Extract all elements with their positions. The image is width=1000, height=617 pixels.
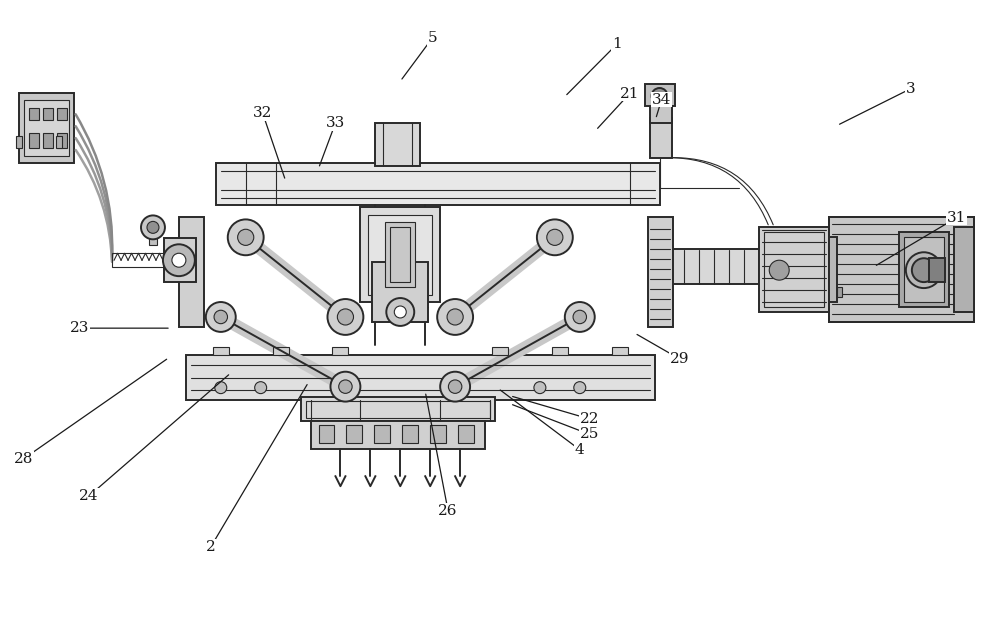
- Circle shape: [141, 215, 165, 239]
- Text: 26: 26: [438, 504, 458, 518]
- Bar: [375, 123, 420, 165]
- Bar: [273, 347, 289, 355]
- Circle shape: [906, 252, 942, 288]
- Bar: [552, 347, 568, 355]
- Bar: [216, 163, 660, 205]
- Text: 5: 5: [427, 31, 437, 45]
- Bar: [837, 287, 842, 297]
- Bar: [899, 233, 949, 307]
- Text: 22: 22: [580, 412, 600, 426]
- Bar: [306, 400, 490, 418]
- Circle shape: [447, 309, 463, 325]
- Circle shape: [437, 299, 473, 335]
- Bar: [179, 217, 204, 327]
- Bar: [385, 222, 415, 287]
- Bar: [29, 133, 39, 147]
- Circle shape: [573, 310, 587, 324]
- Text: 33: 33: [326, 116, 345, 130]
- Bar: [149, 233, 157, 246]
- Text: 34: 34: [652, 93, 671, 107]
- Bar: [112, 253, 182, 267]
- Circle shape: [215, 382, 227, 394]
- Bar: [650, 103, 672, 123]
- Circle shape: [214, 310, 228, 324]
- Circle shape: [534, 382, 546, 394]
- Bar: [19, 93, 74, 163]
- Bar: [655, 249, 759, 284]
- Bar: [372, 262, 428, 322]
- Circle shape: [440, 371, 470, 402]
- Bar: [43, 133, 53, 147]
- Circle shape: [386, 298, 414, 326]
- Bar: [612, 347, 628, 355]
- Bar: [368, 215, 432, 295]
- Text: 2: 2: [206, 540, 216, 554]
- Circle shape: [330, 371, 360, 402]
- Circle shape: [255, 382, 267, 394]
- Circle shape: [327, 299, 363, 335]
- Bar: [650, 118, 672, 158]
- Bar: [57, 133, 67, 147]
- Bar: [929, 259, 945, 282]
- Bar: [492, 347, 508, 355]
- Text: 29: 29: [670, 352, 689, 366]
- Bar: [759, 228, 829, 312]
- Bar: [29, 108, 39, 120]
- Text: 21: 21: [620, 86, 639, 101]
- Bar: [764, 233, 824, 307]
- Circle shape: [537, 220, 573, 255]
- Circle shape: [339, 380, 352, 394]
- Bar: [360, 207, 440, 302]
- Bar: [374, 426, 390, 444]
- Circle shape: [238, 230, 254, 246]
- Bar: [402, 426, 418, 444]
- Bar: [213, 347, 229, 355]
- Circle shape: [565, 302, 595, 332]
- Bar: [186, 355, 655, 400]
- Bar: [648, 217, 673, 327]
- Circle shape: [574, 382, 586, 394]
- Text: 4: 4: [575, 443, 585, 457]
- Bar: [829, 217, 974, 322]
- Circle shape: [206, 302, 236, 332]
- Text: 23: 23: [69, 321, 89, 335]
- Text: 24: 24: [79, 489, 99, 503]
- Bar: [56, 136, 62, 147]
- Circle shape: [912, 259, 936, 282]
- Circle shape: [394, 306, 406, 318]
- Bar: [43, 108, 53, 120]
- Bar: [332, 347, 348, 355]
- Circle shape: [769, 260, 789, 280]
- Bar: [319, 426, 334, 444]
- Bar: [24, 100, 69, 155]
- Bar: [311, 421, 485, 449]
- Bar: [904, 238, 944, 302]
- Circle shape: [163, 244, 195, 276]
- Text: 31: 31: [947, 210, 966, 225]
- Text: 3: 3: [906, 81, 916, 96]
- Bar: [829, 217, 974, 322]
- Bar: [430, 426, 446, 444]
- Bar: [458, 426, 474, 444]
- Circle shape: [547, 230, 563, 246]
- Bar: [829, 238, 837, 302]
- Bar: [301, 397, 495, 421]
- Text: 25: 25: [580, 428, 599, 441]
- Bar: [645, 84, 675, 106]
- Text: 1: 1: [612, 38, 622, 51]
- Bar: [346, 426, 362, 444]
- Circle shape: [337, 309, 354, 325]
- Text: 28: 28: [14, 452, 33, 466]
- Bar: [390, 228, 410, 282]
- Circle shape: [652, 88, 668, 104]
- Bar: [16, 136, 22, 147]
- Circle shape: [172, 253, 186, 267]
- Circle shape: [228, 220, 264, 255]
- Bar: [57, 108, 67, 120]
- Circle shape: [147, 222, 159, 233]
- Bar: [164, 238, 196, 282]
- Circle shape: [448, 380, 462, 394]
- Text: 32: 32: [253, 106, 272, 120]
- Bar: [954, 228, 974, 312]
